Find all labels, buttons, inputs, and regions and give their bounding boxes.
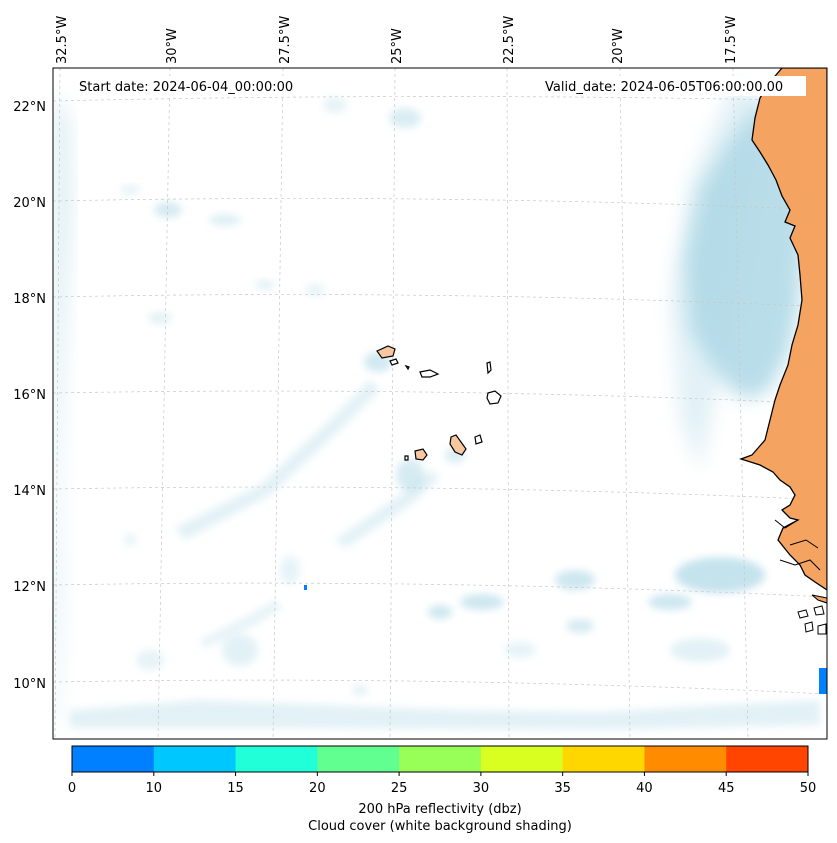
colorbar-tick-label: 15 — [227, 781, 244, 796]
cloud-patch — [323, 97, 347, 113]
colorbar-tick-label: 40 — [636, 781, 653, 796]
cloud-patch — [209, 214, 241, 226]
colorbar-swatch — [480, 746, 564, 772]
island-sal — [486, 361, 492, 375]
colorbar-swatch — [399, 746, 482, 772]
island-fogo — [414, 448, 428, 461]
cloud-left-strip — [53, 90, 72, 730]
cloud-patch — [222, 634, 258, 666]
island-maio — [474, 434, 483, 445]
island-sao-nicolau — [419, 369, 440, 378]
cloud-streak-1 — [175, 380, 380, 540]
lat-label: 20°N — [13, 196, 46, 211]
coastal-inlets — [774, 519, 821, 571]
island-brava — [404, 455, 409, 461]
cloud-patch — [566, 619, 594, 633]
colorbar-tick-label: 0 — [68, 781, 76, 796]
colorbar-swatches — [72, 746, 809, 772]
lon-label: 32.5°W — [55, 16, 70, 64]
cloud-streak-3 — [200, 600, 282, 648]
bijagos-islands — [797, 605, 827, 635]
graticule — [53, 68, 827, 739]
cloud-patch — [148, 312, 172, 324]
cloud-patch — [305, 284, 325, 296]
colorbar-tick-label: 45 — [718, 781, 735, 796]
cloud-patch — [675, 557, 765, 593]
island-santa-luzia — [404, 364, 410, 371]
colorbar-swatch — [317, 746, 400, 772]
cloud-patch — [124, 534, 136, 546]
colorbar-tick-label: 25 — [391, 781, 408, 796]
colorbar-swatch — [562, 746, 645, 772]
africa-south-tip — [811, 594, 827, 604]
reflectivity-cells — [304, 585, 827, 694]
island-boa-vista — [486, 390, 502, 405]
lat-label: 18°N — [13, 292, 46, 307]
cloud-patch — [648, 594, 692, 610]
lon-label: 22.5°W — [502, 16, 517, 64]
colorbar-label: 200 hPa reflectivity (dbz) — [358, 802, 521, 817]
cloud-patch — [255, 280, 275, 290]
cloud-patch — [428, 605, 452, 619]
lat-label: 10°N — [13, 677, 46, 692]
colorbar-swatch — [726, 746, 809, 772]
longitude-labels: 32.5°W 30°W 27.5°W 25°W 22.5°W 20°W 17.5… — [55, 16, 739, 64]
lat-label: 14°N — [13, 484, 46, 499]
map-frame — [52, 67, 828, 740]
colorbar-tick-label: 20 — [309, 781, 326, 796]
cloud-bottom-band — [70, 700, 820, 730]
colorbar-sublabel: Cloud cover (white background shading) — [308, 819, 572, 834]
valid-date-box — [540, 76, 806, 96]
lat-label: 16°N — [13, 388, 46, 403]
map-panel: Start date: 2024-06-04_00:00:00 Valid_da… — [53, 68, 827, 739]
cloud-patch-island-2 — [396, 459, 424, 491]
colorbar-tick-label: 50 — [800, 781, 817, 796]
lat-label: 12°N — [13, 580, 46, 595]
colorbar-tick-label: 10 — [146, 781, 163, 796]
cloud-patch — [352, 684, 368, 696]
colorbar-swatch — [235, 746, 318, 772]
colorbar-frame — [71, 745, 809, 773]
cloud-coastal-band-edge — [670, 80, 760, 470]
cloud-patch — [154, 202, 182, 218]
lon-label: 30°W — [165, 28, 180, 64]
cape-verde-islands — [376, 345, 502, 461]
lon-label: 20°W — [611, 28, 626, 64]
cloud-patch — [504, 642, 536, 658]
colorbar: 0 10 15 20 25 30 35 40 45 50 200 hPa reflectivity… — [68, 745, 816, 834]
cloud-patch — [389, 108, 421, 128]
lon-label: 25°W — [390, 28, 405, 64]
colorbar-swatch — [644, 746, 727, 772]
lon-label: 17.5°W — [724, 16, 739, 64]
valid-date-label: Valid_date: 2024-06-05T06:00:00.00 — [545, 80, 783, 95]
cloud-patch — [670, 638, 730, 662]
lon-label: 27.5°W — [278, 16, 293, 64]
colorbar-ticks: 0 10 15 20 25 30 35 40 45 50 — [68, 772, 816, 796]
colorbar-tick-label: 30 — [473, 781, 490, 796]
start-date-box — [74, 76, 312, 96]
africa-landmass — [738, 68, 827, 591]
cloud-patch — [120, 185, 140, 195]
island-sao-vicente — [389, 358, 399, 366]
cloud-patch — [280, 556, 300, 584]
island-santiago — [449, 434, 467, 456]
colorbar-swatch — [153, 746, 237, 772]
lat-label: 22°N — [13, 100, 46, 115]
island-santo-antao — [376, 345, 396, 359]
cloud-patch — [555, 570, 595, 590]
cloud-cover — [53, 80, 820, 730]
reflectivity-cell-west — [304, 585, 307, 590]
start-date-label: Start date: 2024-06-04_00:00:00 — [79, 80, 293, 95]
cloud-patch — [460, 594, 504, 610]
colorbar-swatch — [72, 746, 155, 772]
reflectivity-cell-east — [819, 668, 827, 694]
cloud-patch — [136, 650, 164, 670]
colorbar-tick-label: 35 — [554, 781, 571, 796]
latitude-labels: 22°N 20°N 18°N 16°N 14°N 12°N 10°N — [13, 100, 46, 692]
